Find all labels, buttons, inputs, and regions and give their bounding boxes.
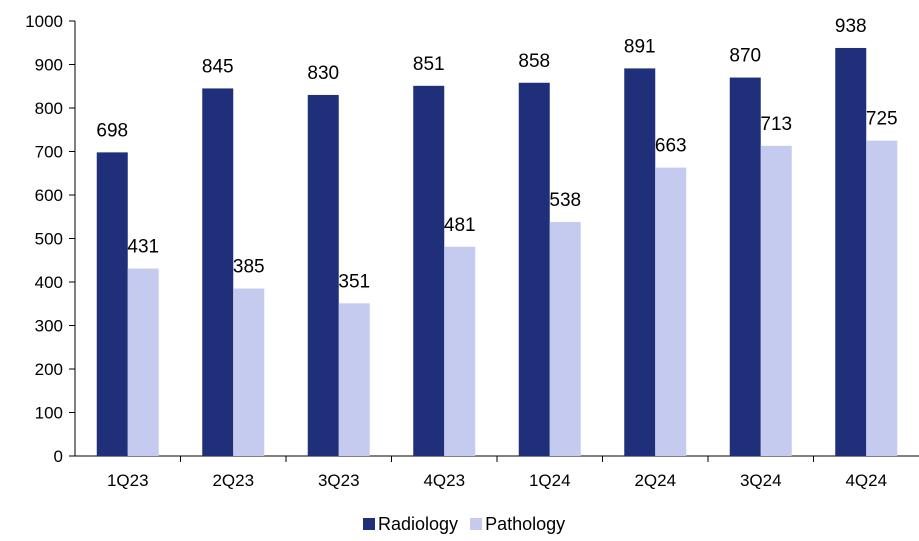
- x-tick-label: 2Q23: [212, 471, 254, 490]
- y-tick-label: 800: [35, 99, 63, 118]
- y-tick-label: 200: [35, 360, 63, 379]
- bar-radiology: [96, 152, 128, 456]
- y-tick-label: 1000: [25, 12, 63, 31]
- data-label-radiology: 698: [96, 120, 128, 141]
- bar-pathology: [655, 167, 687, 456]
- legend-label-pathology: Pathology: [485, 514, 565, 534]
- y-tick-label: 0: [54, 447, 63, 466]
- data-label-pathology: 351: [338, 271, 370, 292]
- data-label-pathology: 538: [549, 190, 581, 211]
- data-label-pathology: 725: [866, 109, 898, 130]
- bars: [96, 47, 898, 457]
- y-tick-label: 700: [35, 143, 63, 162]
- bar-radiology: [202, 88, 234, 457]
- x-axis: 1Q23 2Q23 3Q23 4Q23 1Q24 2Q24 3Q24 4Q24: [75, 455, 919, 490]
- data-label-pathology: 385: [233, 257, 265, 278]
- y-tick-label: 300: [35, 317, 63, 336]
- bar-radiology: [518, 82, 550, 457]
- legend-swatch-radiology: [363, 518, 375, 530]
- bar-radiology: [835, 47, 867, 456]
- bar-pathology: [549, 221, 581, 456]
- legend-label-radiology: Radiology: [378, 514, 458, 534]
- data-label-pathology: 713: [760, 114, 792, 135]
- y-tick-label: 400: [35, 273, 63, 292]
- x-tick-label: 1Q23: [107, 471, 149, 490]
- data-label-radiology: 891: [624, 36, 656, 57]
- y-tick-label: 100: [35, 404, 63, 423]
- data-label-pathology: 481: [444, 215, 476, 236]
- y-tick-label: 600: [35, 186, 63, 205]
- data-label-pathology: 663: [655, 136, 687, 157]
- bar-pathology: [338, 303, 370, 456]
- x-tick-label: 1Q24: [529, 471, 571, 490]
- bar-pathology: [233, 288, 265, 456]
- x-tick-label: 3Q24: [740, 471, 782, 490]
- y-axis: 0 100 200 300 400 500 600 700 800 900 1000: [25, 12, 76, 466]
- data-label-radiology: 938: [835, 16, 867, 37]
- data-labels: 698 431 845 385 830 351 851 481 858 538 891 663 870 7…: [96, 16, 897, 292]
- data-label-radiology: 870: [729, 46, 761, 67]
- legend: Radiology Pathology: [363, 514, 565, 534]
- x-tick-label: 4Q23: [423, 471, 465, 490]
- bar-radiology: [624, 68, 656, 456]
- bar-pathology: [127, 268, 159, 456]
- bar-radiology: [413, 85, 445, 456]
- x-tick-label: 4Q24: [845, 471, 887, 490]
- bar-pathology: [760, 145, 792, 456]
- data-label-pathology: 431: [127, 237, 159, 258]
- data-label-radiology: 845: [202, 56, 234, 77]
- bar-pathology: [866, 140, 898, 456]
- bar-pathology: [444, 246, 476, 456]
- data-label-radiology: 858: [518, 51, 550, 72]
- y-tick-label: 900: [35, 56, 63, 75]
- bar-radiology: [729, 77, 761, 457]
- x-tick-label: 3Q23: [318, 471, 360, 490]
- data-label-radiology: 830: [307, 63, 339, 84]
- legend-swatch-pathology: [470, 518, 483, 530]
- bar-radiology: [307, 94, 339, 456]
- y-tick-label: 500: [35, 230, 63, 249]
- data-label-radiology: 851: [413, 54, 445, 75]
- x-tick-label: 2Q24: [634, 471, 676, 490]
